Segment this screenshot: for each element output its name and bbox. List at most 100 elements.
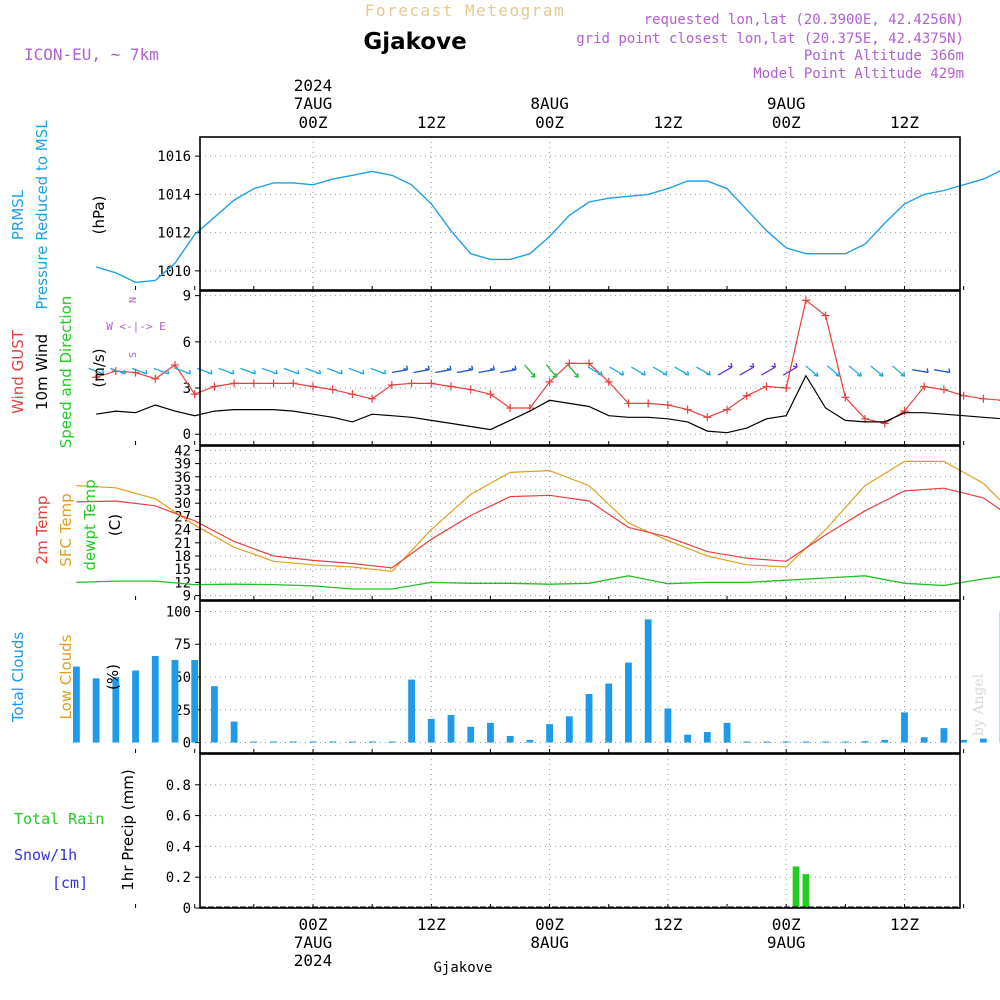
y-tick-label: 15 (174, 562, 191, 578)
cloud-bar (763, 741, 770, 743)
gust-marker (959, 391, 968, 400)
wind-direction-arrow (478, 365, 496, 374)
cloud-bar (73, 666, 80, 743)
y-tick-label: 30 (174, 496, 191, 512)
gust-label: Wind GUST (9, 329, 27, 414)
y-tick-label: 18 (174, 549, 191, 565)
precip-unit-label: 1hr Precip (mm) (119, 769, 137, 890)
pressure-unit-label: (hPa) (90, 196, 108, 235)
gust-marker (920, 382, 929, 391)
gust-marker (170, 360, 179, 369)
pressure-label: Pressure Reduced to MSL (33, 120, 51, 310)
y-tick-label: 6 (183, 335, 191, 351)
cloud-bar (625, 662, 632, 743)
wind-direction-arrow (370, 367, 387, 375)
gust-marker (939, 385, 948, 394)
gust-marker (742, 391, 751, 400)
gust-marker (447, 382, 456, 391)
cloud-bar (191, 659, 199, 743)
gust-marker (801, 296, 810, 305)
wind-direction-arrow (826, 365, 841, 377)
bottom-tick-label: 12Z (417, 915, 446, 934)
cloud-bar (92, 678, 100, 743)
top-tick-label: 12Z (417, 113, 446, 132)
cloud-bar (743, 741, 751, 743)
cloud-bar (782, 741, 790, 743)
gust-marker (466, 385, 475, 394)
watermark: by Angel (971, 673, 987, 736)
gust-marker (723, 405, 732, 414)
y-tick-label: 0.8 (166, 778, 191, 794)
gust-marker (328, 385, 337, 394)
y-tick-label: 39 (174, 457, 191, 473)
cloud-bar (901, 712, 908, 743)
cloud-bar (585, 694, 593, 743)
wind-direction-arrow (545, 364, 558, 378)
gust-marker (249, 379, 258, 388)
grid-coords: grid point closest lon,lat (20.375E, 42.… (576, 31, 964, 47)
wind-direction-arrow (912, 368, 929, 374)
cloud-bar (841, 741, 849, 743)
chart-title-top: Forecast Meteogram (365, 1, 565, 20)
gust-marker (644, 399, 653, 408)
cloud-bar (920, 737, 928, 743)
y-tick-label: 0 (183, 736, 191, 752)
wind-direction-arrow (782, 362, 798, 376)
cloud-bar (151, 656, 159, 743)
gust-marker (545, 377, 554, 386)
y-tick-label: 1010 (157, 264, 191, 280)
wind-direction-arrow (761, 362, 777, 376)
gust-marker (663, 400, 672, 409)
cloud-bar (822, 741, 830, 743)
wind-direction-arrow (348, 367, 365, 375)
bottom-date-label: 7AUG (294, 933, 333, 952)
wind-direction-arrow (218, 367, 235, 375)
wind-direction-arrow (435, 365, 452, 374)
rain-legend: Total Rain (14, 810, 104, 828)
cloud-bar (546, 724, 553, 743)
prmsl-label: PRMSL (9, 189, 27, 240)
pressure-line (95, 170, 1000, 284)
gust-marker (387, 380, 396, 389)
low-clouds-label: Low Clouds (57, 634, 75, 719)
wind-direction-arrow (283, 367, 300, 375)
cloud-bar (684, 734, 692, 743)
cloud-bar (427, 718, 435, 743)
y-tick-label: 42 (174, 443, 191, 459)
wind-direction-arrow (567, 364, 580, 378)
gust-marker (900, 407, 909, 416)
cloud-bar (447, 715, 455, 743)
bottom-tick-label: 00Z (299, 915, 328, 934)
panel-frame (199, 600, 961, 754)
gust-marker (585, 359, 594, 368)
wind-direction-arrow (870, 365, 884, 377)
snow-unit-legend: [cm] (52, 874, 88, 892)
gust-marker (348, 390, 357, 399)
cloud-bar (723, 722, 731, 743)
cloud-bar (605, 683, 613, 743)
cloud-bar (349, 741, 356, 743)
wind-direction-arrow (175, 367, 192, 375)
cloud-bar (467, 726, 475, 743)
y-tick-label: 24 (174, 523, 191, 539)
wind-direction-arrow (933, 368, 951, 374)
gust-marker (289, 379, 298, 388)
wind-label: 10m Wind (33, 334, 51, 410)
wind-speed-dir-label: Speed and Direction (57, 296, 75, 449)
gust-marker (880, 419, 889, 428)
wind-direction-arrow (305, 367, 322, 375)
compass-north: N (128, 297, 139, 303)
cloud-bar (526, 739, 534, 743)
top-date-label: 8AUG (530, 94, 569, 113)
total-clouds-label: Total Clouds (9, 632, 27, 724)
bottom-tick-label: 12Z (890, 915, 919, 934)
wind-direction-arrow (587, 366, 603, 376)
wind-direction-arrow (717, 362, 733, 376)
temp-unit-label: (C) (106, 514, 124, 536)
cloud-bar (408, 679, 415, 743)
cloud-bar (289, 741, 297, 743)
cloud-bar (171, 659, 179, 743)
cloud-bar (309, 741, 317, 743)
gust-marker (624, 399, 633, 408)
y-tick-label: 0.6 (166, 809, 191, 825)
